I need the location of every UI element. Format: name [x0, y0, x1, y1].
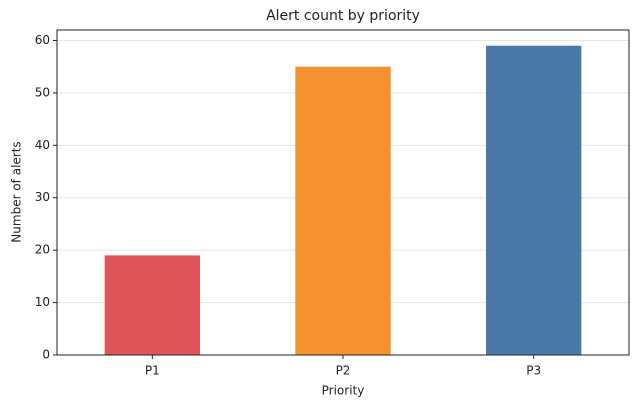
- x-tick-label: P1: [145, 364, 160, 378]
- y-tick-label: 10: [35, 295, 50, 309]
- y-axis-label: Number of alerts: [10, 141, 24, 242]
- x-tick-label: P3: [526, 364, 541, 378]
- y-tick-label: 40: [35, 138, 50, 152]
- y-tick-label: 50: [35, 85, 50, 99]
- plot-frame: [56, 29, 630, 356]
- y-tick-label: 60: [35, 33, 50, 47]
- y-tick-label: 20: [35, 243, 50, 257]
- y-tick-label: 30: [35, 190, 50, 204]
- bar: [104, 255, 200, 355]
- bar: [486, 45, 582, 356]
- x-axis-label: Priority: [322, 384, 365, 398]
- chart-title: Alert count by priority: [266, 8, 420, 24]
- bar: [295, 66, 391, 356]
- y-tick-label: 0: [42, 348, 50, 362]
- x-tick-label: P2: [336, 364, 351, 378]
